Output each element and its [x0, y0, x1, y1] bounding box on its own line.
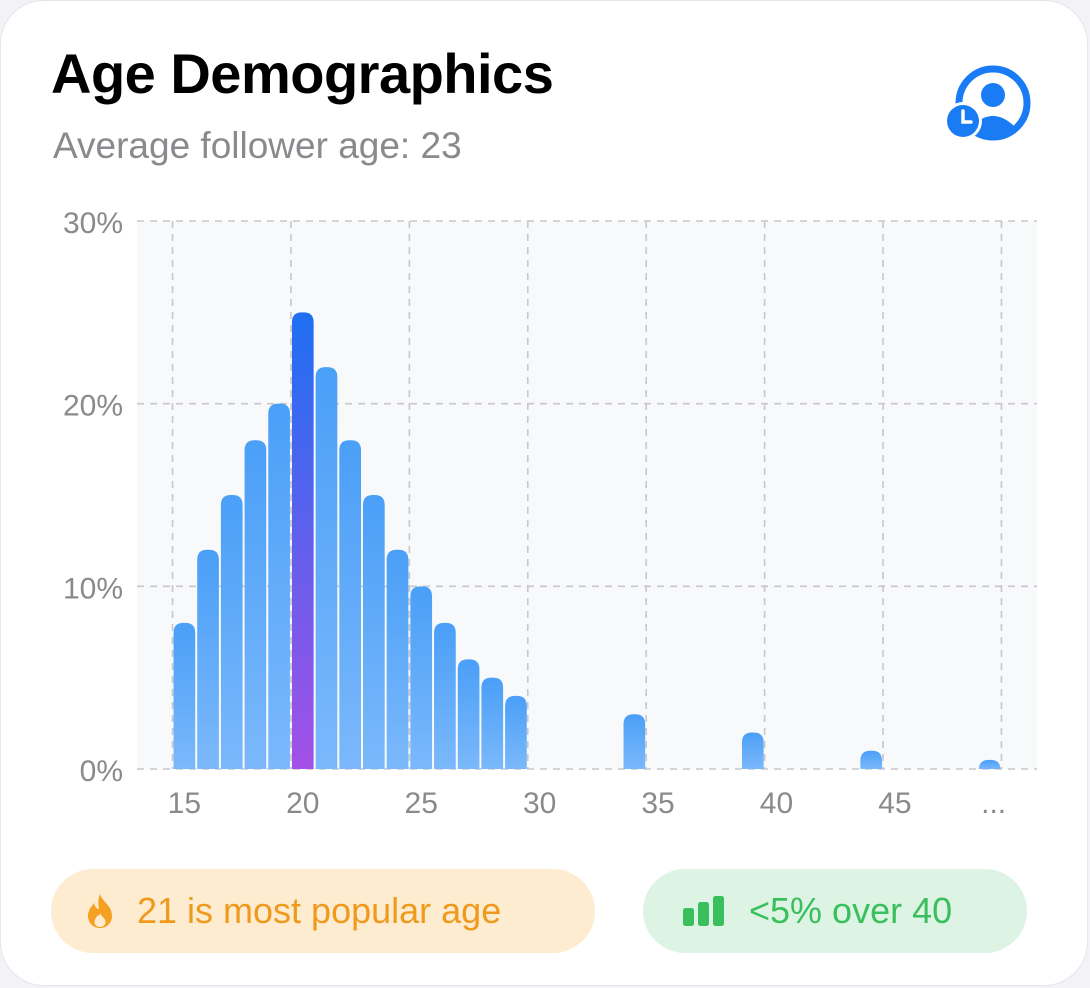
- x-overflow-label: ...: [981, 787, 1006, 820]
- x-tick-label: 40: [760, 787, 793, 820]
- bar[interactable]: [220, 495, 243, 769]
- bar[interactable]: [623, 714, 646, 769]
- x-tick-label: 30: [523, 787, 556, 820]
- bar[interactable]: [197, 549, 219, 769]
- bar[interactable]: [410, 586, 433, 769]
- bar-chart-icon: [683, 896, 724, 926]
- bar[interactable]: [244, 440, 267, 769]
- card-title: Age Demographics: [51, 42, 554, 105]
- y-tick-label: 20%: [63, 390, 123, 423]
- bar[interactable]: [457, 659, 480, 769]
- bar-highlight[interactable]: [291, 312, 314, 769]
- y-tick-label: 30%: [63, 207, 123, 240]
- user-clock-icon[interactable]: [941, 65, 1037, 145]
- bar[interactable]: [339, 440, 361, 769]
- bar[interactable]: [978, 759, 1001, 770]
- y-tick-label: 10%: [63, 572, 123, 605]
- bar[interactable]: [268, 403, 290, 769]
- x-tick-label: 20: [286, 787, 319, 820]
- x-tick-label: 45: [878, 787, 911, 820]
- most-popular-age-label: 21 is most popular age: [137, 890, 502, 931]
- x-tick-label: 15: [168, 787, 201, 820]
- flame-icon: [88, 894, 112, 928]
- bar[interactable]: [434, 622, 456, 769]
- age-histogram: 0% 10% 20% 30% 15 20 25 30 35 40 45...: [63, 207, 1037, 820]
- bar[interactable]: [315, 367, 338, 769]
- bar[interactable]: [173, 622, 196, 769]
- bar[interactable]: [386, 549, 409, 769]
- bar[interactable]: [505, 695, 527, 769]
- x-tick-label: 35: [641, 787, 674, 820]
- bar[interactable]: [481, 677, 504, 769]
- over-40-label: <5% over 40: [749, 890, 953, 931]
- bar[interactable]: [363, 495, 385, 769]
- bar[interactable]: [741, 732, 764, 769]
- x-tick-label: 25: [405, 787, 438, 820]
- most-popular-age-badge: 21 is most popular age: [51, 869, 595, 953]
- y-tick-label: 0%: [80, 755, 123, 788]
- over-40-badge: <5% over 40: [643, 869, 1027, 953]
- card-subtitle: Average follower age: 23: [53, 125, 462, 166]
- bar[interactable]: [860, 750, 883, 769]
